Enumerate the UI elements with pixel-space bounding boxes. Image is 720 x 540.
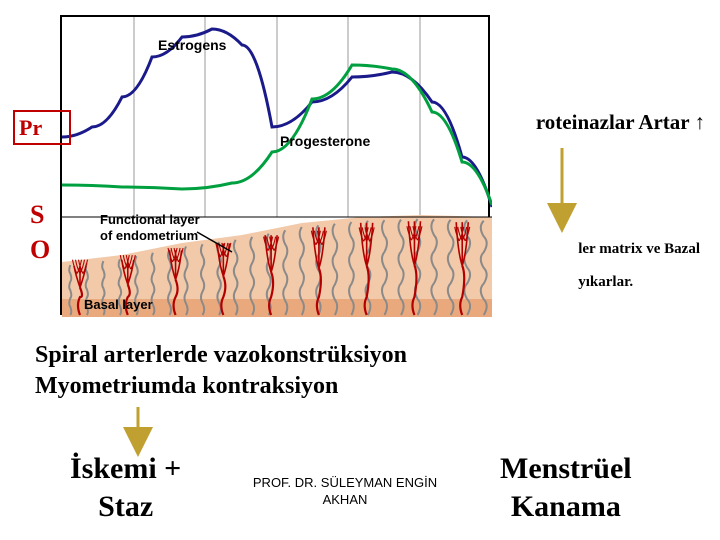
pr-box: Pr <box>13 110 71 145</box>
progesterone-label: Progesterone <box>280 133 370 149</box>
vazo-line1: Spiral arterlerde vazokonstrüksiyon <box>35 340 407 371</box>
proteinaz-text: roteinazlar Artar ↑ <box>536 110 705 135</box>
hormone-chart: Estrogens Progesterone Functional layer … <box>60 15 490 315</box>
basal-layer-label: Basal layer <box>84 297 153 312</box>
letter-o: O <box>30 235 50 265</box>
vazokonstruksiyon-block: Spiral arterlerde vazokonstrüksiyon Myom… <box>35 340 407 402</box>
menstruel-line1: Menstrüel <box>500 450 632 488</box>
right-mid-text: ler matrix ve Bazal yıkarlar. <box>578 233 700 299</box>
estrogens-label: Estrogens <box>158 37 226 53</box>
iskemi-line2: Staz <box>70 488 181 526</box>
letter-s: S <box>30 200 44 230</box>
menstruel-line2: Kanama <box>500 488 632 526</box>
right-mid-line2: yıkarlar. <box>578 266 700 299</box>
iskemi-block: İskemi + Staz <box>70 450 181 525</box>
functional-layer-label: Functional layer of endometrium <box>100 212 200 243</box>
footer-line2: AKHAN <box>230 492 460 509</box>
chart-svg <box>62 17 492 317</box>
iskemi-line1: İskemi + <box>70 450 181 488</box>
menstruel-block: Menstrüel Kanama <box>500 450 632 525</box>
footer-credit: PROF. DR. SÜLEYMAN ENGİN AKHAN <box>230 475 460 509</box>
pr-label: Pr <box>19 115 42 141</box>
right-mid-line1: ler matrix ve Bazal <box>578 233 700 266</box>
footer-line1: PROF. DR. SÜLEYMAN ENGİN <box>230 475 460 492</box>
vazo-line2: Myometriumda kontraksiyon <box>35 371 407 402</box>
